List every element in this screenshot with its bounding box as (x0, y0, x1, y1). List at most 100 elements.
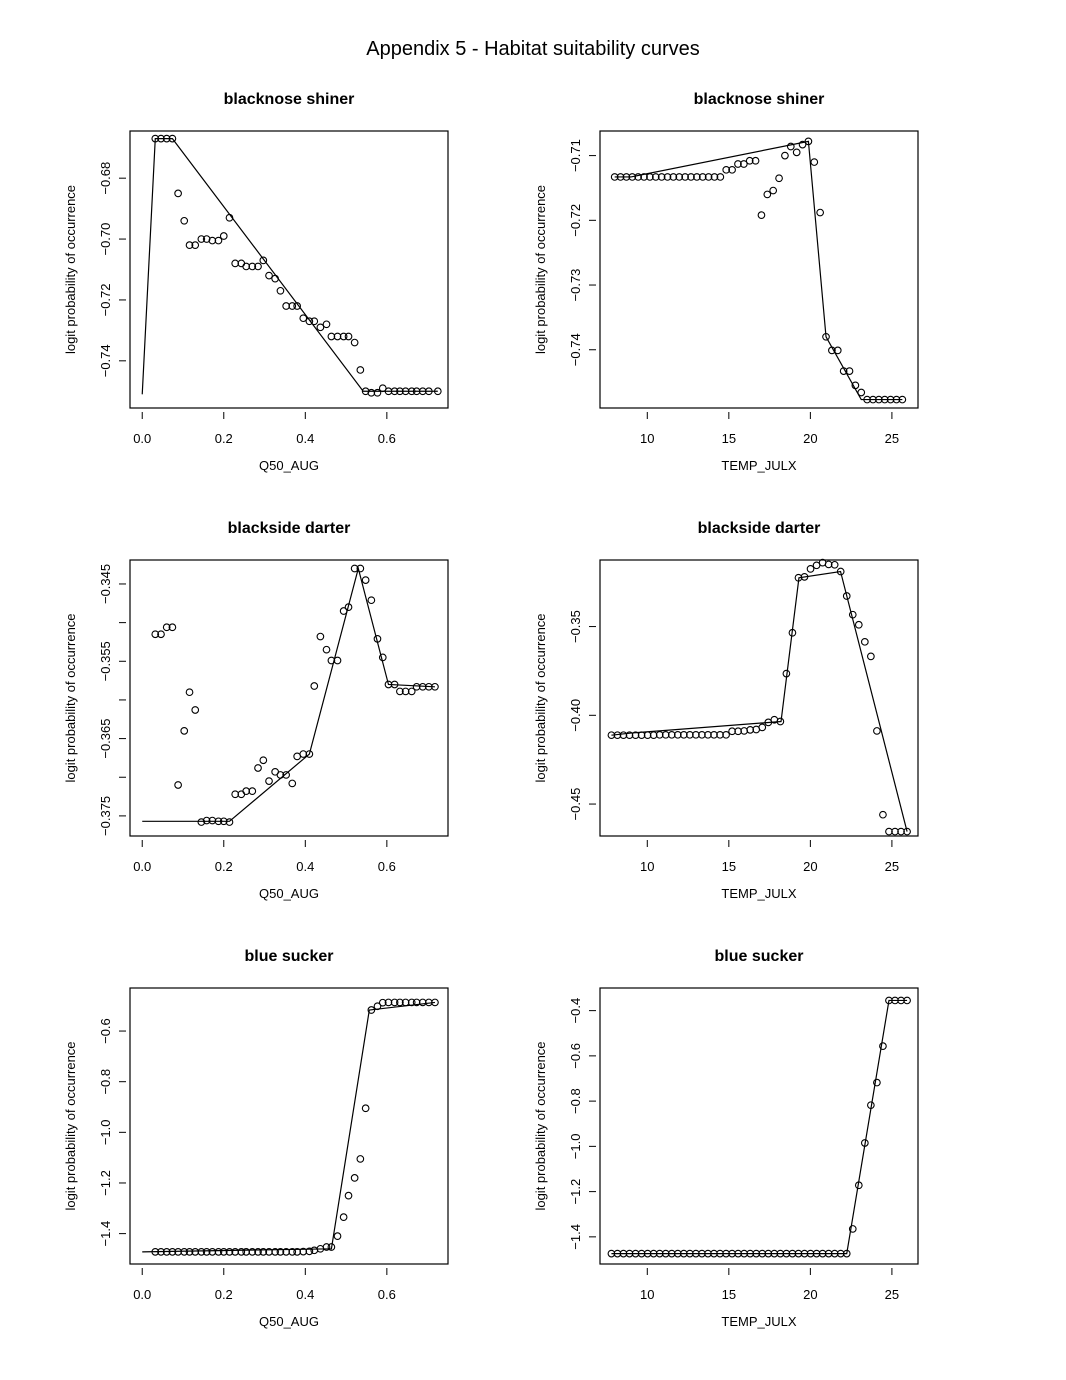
chart-title: blue sucker (245, 948, 334, 965)
fit-line (142, 566, 435, 822)
chart-panel-2: blacknose shiner 10 15 20 25 −0.71 −0.72 −0.73 −… (533, 91, 919, 473)
data-point (903, 827, 911, 836)
data-point (299, 314, 308, 323)
data-point (824, 560, 833, 569)
x-tick-label: 20 (803, 859, 817, 874)
data-point (655, 730, 664, 739)
data-point (810, 158, 819, 166)
data-point (288, 1247, 297, 1256)
data-point (734, 727, 742, 736)
y-tick-label: −0.72 (568, 204, 583, 237)
data-point (157, 630, 165, 639)
x-tick-label: 25 (885, 1287, 899, 1302)
data-point (310, 682, 319, 690)
data-point (698, 730, 706, 739)
y-tick-label: −0.70 (98, 223, 113, 256)
data-point (716, 730, 724, 739)
x-axis-label: TEMP_JULX (721, 458, 796, 473)
data-point (675, 173, 684, 181)
data-point (619, 731, 628, 740)
y-axis-label: logit probability of occurrence (63, 1041, 78, 1210)
data-point (254, 764, 262, 772)
y-tick-label: −0.355 (98, 641, 113, 681)
chart-panel-1: blacknose shiner 0.0 0.2 0.4 0.6 −0.68 −0.70 −0… (63, 91, 449, 473)
data-point (225, 818, 234, 826)
data-point (265, 271, 273, 280)
data-point (339, 332, 348, 341)
data-point (248, 1247, 257, 1256)
data-point (651, 173, 660, 181)
x-tick-label: 25 (885, 431, 899, 446)
data-point (710, 730, 718, 739)
x-tick-label: 20 (803, 1287, 817, 1302)
data-point (271, 1247, 279, 1256)
data-point (322, 1243, 331, 1251)
data-point (265, 777, 273, 785)
data-point (180, 727, 189, 735)
data-point (248, 262, 257, 271)
data-point (356, 1155, 365, 1163)
y-tick-label: −0.8 (98, 1069, 113, 1095)
x-tick-label: 0.0 (133, 859, 151, 874)
plot-frame (599, 987, 919, 1265)
plot-frame (599, 130, 919, 409)
data-point (288, 302, 297, 310)
chart-title: blue sucker (715, 948, 804, 965)
data-point (897, 827, 905, 836)
data-point (344, 332, 353, 341)
x-axis-label: Q50_AUG (259, 458, 319, 473)
y-tick-label: −0.71 (568, 139, 583, 172)
data-point (763, 190, 772, 199)
data-point (634, 173, 643, 181)
data-point (745, 156, 754, 165)
x-tick-label: 10 (640, 431, 654, 446)
data-point (657, 173, 666, 181)
data-point (693, 173, 701, 181)
data-point (202, 235, 211, 243)
y-tick-label: −1.4 (98, 1221, 113, 1247)
data-point (854, 620, 863, 629)
data-point (781, 151, 789, 160)
y-tick-label: −0.365 (98, 719, 113, 759)
data-point (879, 1042, 887, 1050)
data-point (739, 160, 748, 168)
x-tick-label: 0.0 (133, 1287, 151, 1302)
data-point (396, 687, 404, 696)
y-tick-label: −0.68 (98, 162, 113, 195)
data-point (254, 262, 262, 271)
fit-line (614, 140, 903, 401)
data-point (322, 320, 331, 329)
data-point (378, 998, 387, 1007)
data-point (259, 256, 268, 265)
data-point (174, 189, 182, 198)
y-tick-label: −1.2 (568, 1179, 583, 1205)
chart-title: blackside darter (698, 520, 821, 537)
data-point (758, 723, 767, 732)
y-tick-label: −1.2 (98, 1170, 113, 1196)
data-point (259, 1247, 268, 1256)
data-point (640, 173, 648, 181)
data-point (288, 779, 297, 788)
x-tick-label: 0.6 (378, 859, 396, 874)
y-tick-label: −0.72 (98, 283, 113, 316)
x-tick-label: 0.2 (215, 431, 233, 446)
data-point (219, 232, 228, 240)
data-point (830, 560, 839, 569)
x-tick-label: 0.6 (378, 431, 396, 446)
data-point (350, 1174, 359, 1182)
y-axis-label: logit probability of occurrence (63, 613, 78, 782)
y-tick-label: −0.6 (98, 1018, 113, 1044)
data-point (816, 208, 825, 217)
y-tick-label: −0.345 (98, 564, 113, 604)
data-point (722, 730, 730, 739)
data-point (390, 998, 399, 1007)
x-tick-label: 0.2 (215, 1287, 233, 1302)
chart-panel-3: blackside darter 0.0 0.2 0.4 0.6 −0.345 −0.355… (63, 520, 449, 901)
data-point (625, 731, 634, 740)
data-point (316, 632, 325, 641)
data-point (191, 706, 200, 714)
data-point (185, 241, 194, 249)
data-point (276, 1247, 285, 1256)
x-axis-label: TEMP_JULX (721, 1314, 796, 1329)
x-tick-label: 0.4 (296, 431, 314, 446)
